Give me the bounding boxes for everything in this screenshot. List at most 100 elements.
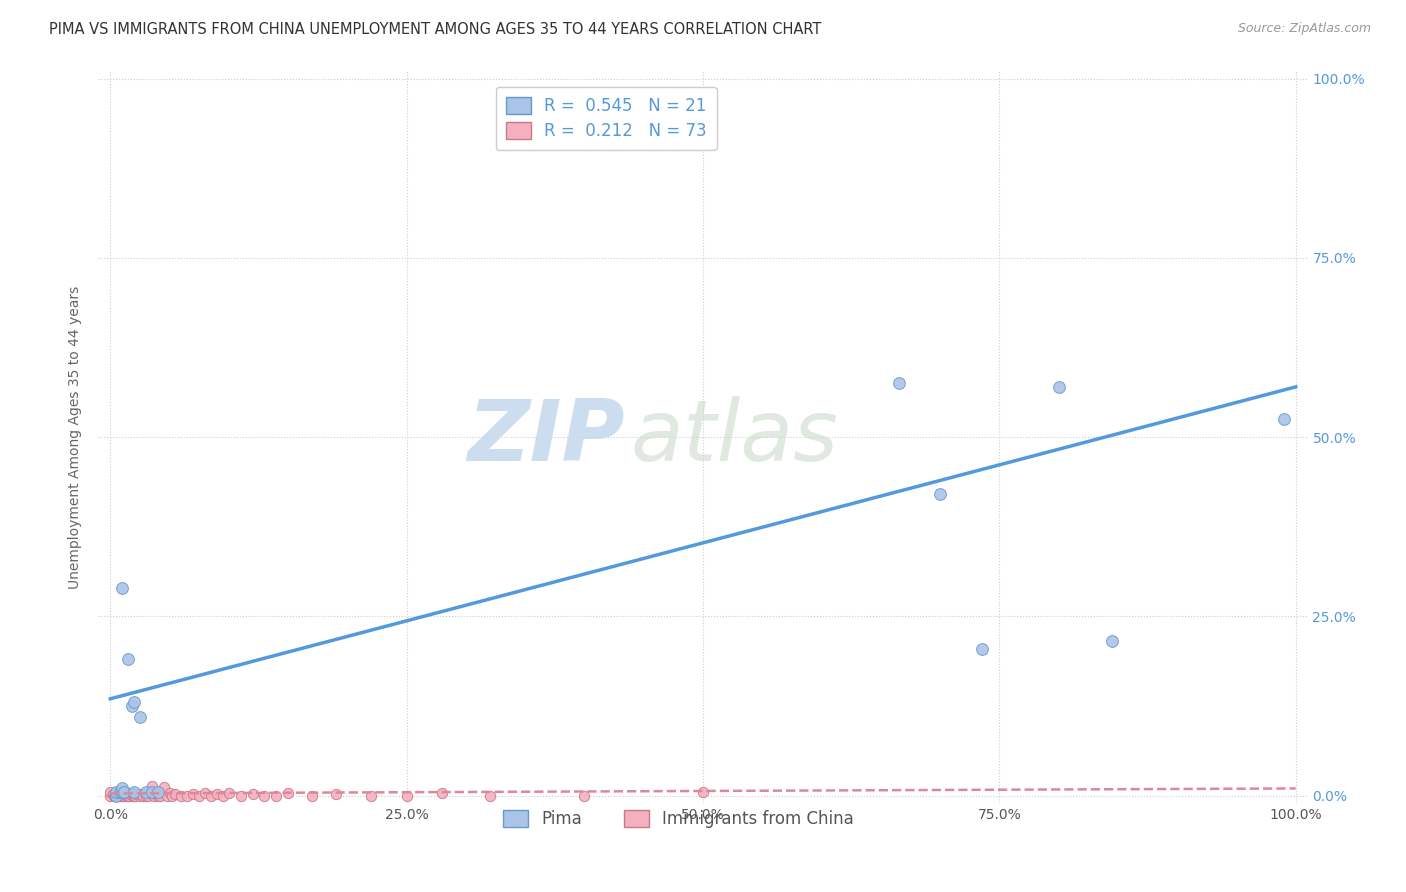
Point [360,789,382,803]
Point [111,789,134,803]
Point [124,789,146,803]
Point [129,787,152,801]
Point [103,789,125,803]
Point [692,785,714,799]
Point [301,789,323,803]
Point [129,710,152,724]
Point [111,781,134,796]
Point [395,789,418,803]
Point [146,785,169,799]
Point [218,787,240,801]
Point [105,789,128,803]
Point [117,789,139,803]
Point [1101,634,1123,648]
Point [98,785,121,799]
Point [152,780,174,794]
Point [120,787,142,801]
Point [105,785,128,799]
Point [110,789,132,803]
Point [141,785,163,799]
Text: ZIP: ZIP [467,395,624,479]
Point [122,787,145,801]
Point [108,785,131,799]
Point [111,787,134,801]
Point [136,789,159,803]
Point [181,787,204,801]
Point [929,487,952,501]
Point [156,789,179,803]
Point [122,785,145,799]
Point [111,785,134,799]
Point [117,652,139,666]
Point [432,787,454,801]
Point [118,789,141,803]
Point [159,787,181,801]
Point [887,376,910,391]
Point [104,789,127,803]
Point [101,787,124,801]
Point [105,785,128,799]
Point [1047,380,1070,394]
Point [132,789,155,803]
Point [229,789,252,803]
Point [149,789,172,803]
Point [111,785,134,799]
Text: PIMA VS IMMIGRANTS FROM CHINA UNEMPLOYMENT AMONG AGES 35 TO 44 YEARS CORRELATION: PIMA VS IMMIGRANTS FROM CHINA UNEMPLOYME… [49,22,821,37]
Point [194,787,217,801]
Point [105,787,128,801]
Point [111,787,134,801]
Point [205,787,228,801]
Point [107,787,129,801]
Point [970,641,993,656]
Point [108,789,131,803]
Point [146,787,169,801]
Point [98,789,121,803]
Point [105,789,128,803]
Point [176,789,198,803]
Point [121,698,143,713]
Point [325,787,347,801]
Point [160,789,183,803]
Point [114,787,136,801]
Text: atlas: atlas [630,395,838,479]
Point [200,789,222,803]
Point [105,789,128,803]
Point [122,789,145,803]
Point [146,789,169,803]
Point [170,789,193,803]
Point [141,787,163,801]
Point [574,789,596,803]
Point [478,789,501,803]
Point [264,789,287,803]
Point [242,787,264,801]
Point [165,787,187,801]
Text: Source: ZipAtlas.com: Source: ZipAtlas.com [1237,22,1371,36]
Point [253,789,276,803]
Y-axis label: Unemployment Among Ages 35 to 44 years: Unemployment Among Ages 35 to 44 years [69,285,83,589]
Point [114,785,136,799]
Point [212,789,235,803]
Point [117,787,139,801]
Point [110,787,132,801]
Point [143,787,166,801]
Point [1272,412,1295,426]
Point [121,787,143,801]
Point [188,789,211,803]
Point [111,581,134,595]
Legend: Pima, Immigrants from China: Pima, Immigrants from China [496,803,860,835]
Point [108,787,131,801]
Point [129,789,152,803]
Point [135,789,157,803]
Point [141,780,163,794]
Point [135,787,157,801]
Point [115,789,138,803]
Point [121,789,143,803]
Point [105,787,128,801]
Point [122,695,145,709]
Point [111,789,134,803]
Point [143,789,166,803]
Point [114,789,136,803]
Point [125,787,148,801]
Point [277,787,299,801]
Point [135,785,157,799]
